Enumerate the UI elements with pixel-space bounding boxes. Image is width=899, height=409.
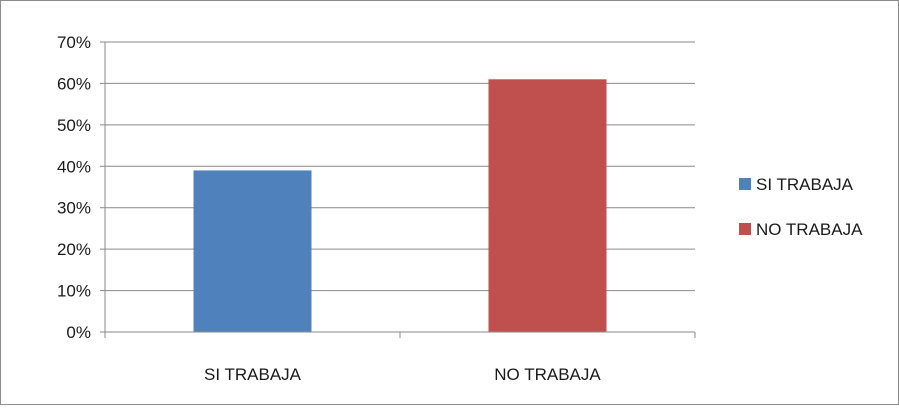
y-tick-label: 0% bbox=[66, 323, 91, 342]
y-tick-label: 20% bbox=[57, 240, 91, 259]
y-tick-label: 70% bbox=[57, 33, 91, 52]
x-axis-tick-labels: SI TRABAJA NO TRABAJA bbox=[204, 365, 601, 384]
legend-swatch bbox=[739, 178, 751, 190]
x-tick-label: SI TRABAJA bbox=[204, 365, 302, 384]
bar-si-trabaja bbox=[193, 170, 312, 332]
y-tick-label: 10% bbox=[57, 282, 91, 301]
legend-label: SI TRABAJA bbox=[756, 175, 854, 194]
y-tick-label: 30% bbox=[57, 199, 91, 218]
legend-label: NO TRABAJA bbox=[756, 220, 863, 239]
y-axis-tick-labels: 0% 10% 20% 30% 40% 50% 60% 70% bbox=[57, 33, 91, 342]
x-tick-label: NO TRABAJA bbox=[494, 365, 601, 384]
bar-no-trabaja bbox=[488, 79, 607, 333]
y-tick-label: 60% bbox=[57, 74, 91, 93]
legend: SI TRABAJA NO TRABAJA bbox=[739, 175, 863, 239]
y-tick-label: 40% bbox=[57, 157, 91, 176]
legend-swatch bbox=[739, 223, 751, 235]
bars bbox=[193, 79, 607, 333]
y-tick-label: 50% bbox=[57, 116, 91, 135]
axes bbox=[100, 41, 696, 338]
